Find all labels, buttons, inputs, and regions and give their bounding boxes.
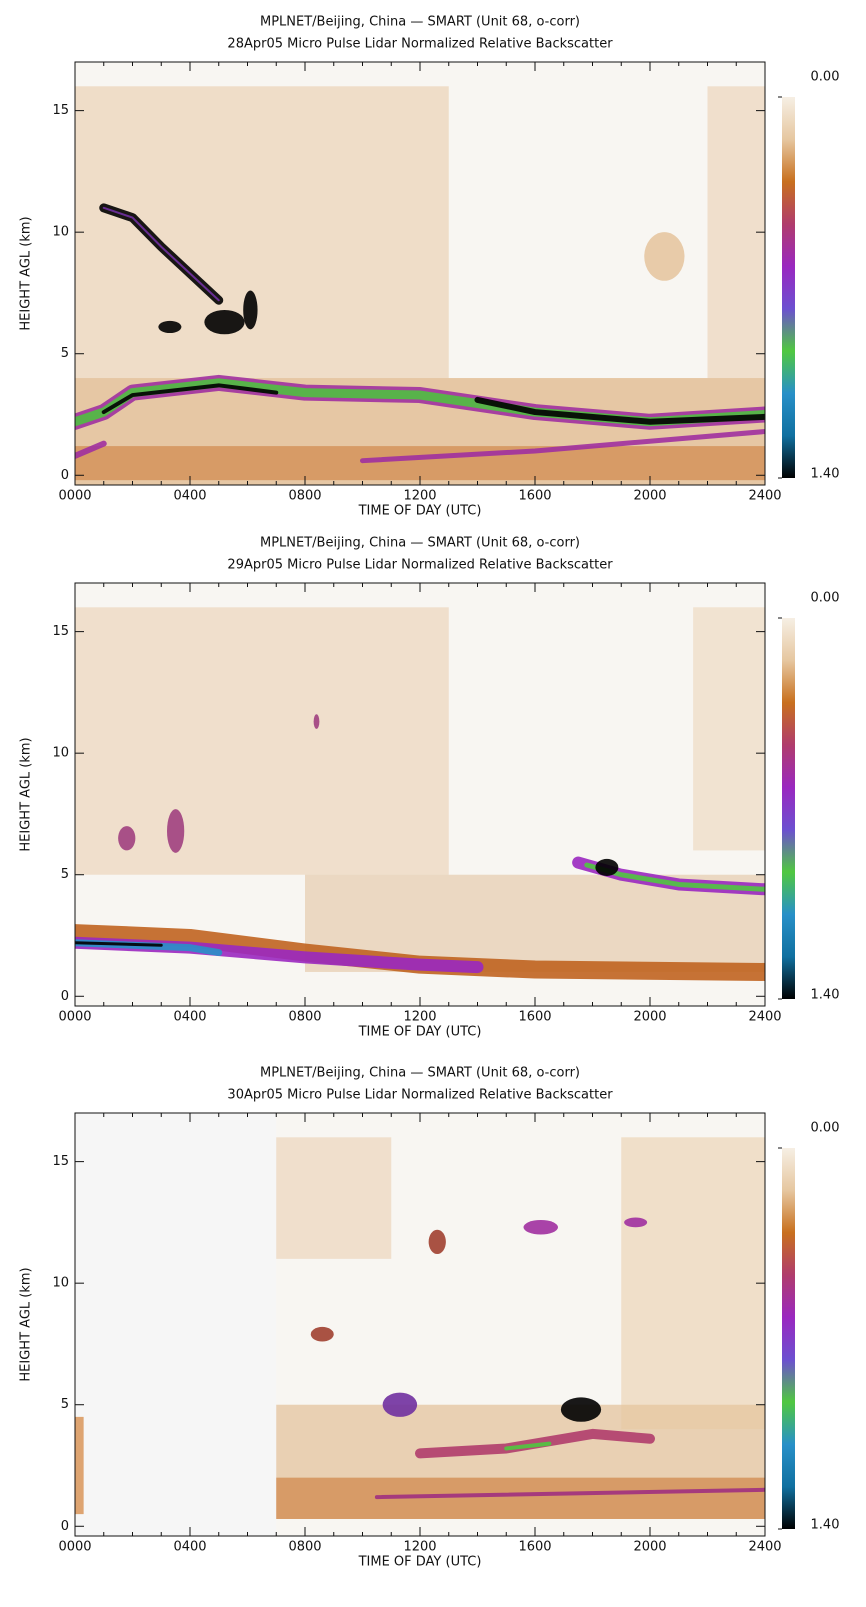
backscatter-layer <box>75 941 163 947</box>
x-tick-label: 1200 <box>403 1540 436 1555</box>
x-tick-label: 2400 <box>748 1010 781 1025</box>
backscatter-layer <box>415 1428 655 1459</box>
backscatter-cloud <box>382 1392 418 1417</box>
backscatter-cloud <box>310 1326 334 1342</box>
y-tick-label: 15 <box>52 624 69 639</box>
x-tick-label: 1600 <box>518 1540 551 1555</box>
backscatter-cloud <box>523 1219 558 1235</box>
backscatter-layer <box>474 396 765 425</box>
backscatter-cloud <box>644 232 685 281</box>
backscatter-cloud <box>204 309 245 335</box>
colorbar-tick-label: 0.00 <box>811 1121 840 1136</box>
x-tick-label: 0400 <box>173 489 206 504</box>
x-tick-label: 0800 <box>288 1010 321 1025</box>
backscatter-layer <box>360 429 765 464</box>
y-tick-label: 10 <box>52 225 69 240</box>
backscatter-cloud <box>118 826 136 851</box>
backscatter-layer <box>504 1441 552 1451</box>
x-tick-label: 0000 <box>58 489 91 504</box>
y-tick-label: 0 <box>61 468 69 483</box>
colorbar-tick-label: 1.40 <box>811 1518 840 1533</box>
y-tick-label: 10 <box>52 1276 69 1291</box>
x-tick-label: 1200 <box>403 1010 436 1025</box>
x-tick-label: 0800 <box>288 489 321 504</box>
backscatter-layer <box>374 1487 765 1500</box>
colorbar <box>782 97 795 478</box>
x-tick-label: 2400 <box>748 489 781 504</box>
y-tick-label: 10 <box>52 746 69 761</box>
colorbar-tick-label: 1.40 <box>811 467 840 482</box>
backscatter-layer <box>102 206 220 302</box>
backscatter-region <box>621 1137 765 1430</box>
chart-title: MPLNET/Beijing, China — SMART (Unit 68, … <box>260 1066 580 1081</box>
backscatter-cloud <box>595 858 619 876</box>
chart-subtitle: 30Apr05 Micro Pulse Lidar Normalized Rel… <box>227 1088 613 1103</box>
backscatter-cloud <box>158 320 182 334</box>
backscatter-region <box>75 1416 84 1515</box>
backscatter-region <box>276 1477 765 1519</box>
panel: MPLNET/Beijing, China — SMART (Unit 68, … <box>19 15 840 519</box>
x-tick-label: 1600 <box>518 1010 551 1025</box>
x-tick-label: 2000 <box>633 1540 666 1555</box>
panel: MPLNET/Beijing, China — SMART (Unit 68, … <box>19 536 840 1040</box>
x-tick-label: 0800 <box>288 1540 321 1555</box>
chart-title: MPLNET/Beijing, China — SMART (Unit 68, … <box>260 536 580 551</box>
chart-subtitle: 29Apr05 Micro Pulse Lidar Normalized Rel… <box>227 558 613 573</box>
backscatter-layer <box>75 440 107 459</box>
backscatter-cloud <box>428 1229 446 1254</box>
backscatter-region <box>707 86 765 379</box>
x-tick-label: 0400 <box>173 1010 206 1025</box>
y-tick-label: 0 <box>61 1519 69 1534</box>
colorbar <box>782 1148 795 1529</box>
x-axis-label: TIME OF DAY (UTC) <box>358 1555 482 1570</box>
colorbar-tick-label: 1.40 <box>811 988 840 1003</box>
x-tick-label: 2400 <box>748 1540 781 1555</box>
x-tick-label: 0400 <box>173 1540 206 1555</box>
x-tick-label: 2000 <box>633 489 666 504</box>
backscatter-region <box>75 1113 277 1536</box>
y-tick-label: 5 <box>61 867 69 882</box>
backscatter-region <box>75 86 449 379</box>
x-tick-label: 1200 <box>403 489 436 504</box>
x-tick-label: 1600 <box>518 489 551 504</box>
colorbar-tick-label: 0.00 <box>811 70 840 85</box>
y-tick-label: 15 <box>52 103 69 118</box>
y-tick-label: 5 <box>61 1397 69 1412</box>
backscatter <box>75 607 765 981</box>
colorbar-tick-label: 0.00 <box>811 591 840 606</box>
backscatter-cloud <box>243 290 258 330</box>
x-tick-label: 2000 <box>633 1010 666 1025</box>
x-tick-label: 0000 <box>58 1540 91 1555</box>
y-tick-label: 5 <box>61 346 69 361</box>
x-axis-label: TIME OF DAY (UTC) <box>358 504 482 519</box>
backscatter <box>75 86 765 485</box>
backscatter-region <box>75 446 765 481</box>
y-axis-label: HEIGHT AGL (km) <box>19 216 34 330</box>
backscatter-cloud <box>313 714 320 729</box>
x-tick-label: 0000 <box>58 1010 91 1025</box>
backscatter-cloud <box>560 1397 602 1422</box>
backscatter <box>75 1113 765 1536</box>
y-tick-label: 0 <box>61 989 69 1004</box>
y-axis-label: HEIGHT AGL (km) <box>19 737 34 851</box>
backscatter-region <box>276 1137 392 1259</box>
backscatter-cloud <box>167 809 185 853</box>
y-axis-label: HEIGHT AGL (km) <box>19 1267 34 1381</box>
panel: MPLNET/Beijing, China — SMART (Unit 68, … <box>19 1066 840 1570</box>
y-tick-label: 15 <box>52 1154 69 1169</box>
backscatter-region <box>693 607 765 851</box>
chart-title: MPLNET/Beijing, China — SMART (Unit 68, … <box>260 15 580 30</box>
x-axis-label: TIME OF DAY (UTC) <box>358 1025 482 1040</box>
backscatter-cloud <box>624 1217 648 1228</box>
backscatter-layer <box>101 383 279 415</box>
chart-subtitle: 28Apr05 Micro Pulse Lidar Normalized Rel… <box>227 37 613 52</box>
colorbar <box>782 618 795 999</box>
backscatter-region <box>75 607 449 875</box>
